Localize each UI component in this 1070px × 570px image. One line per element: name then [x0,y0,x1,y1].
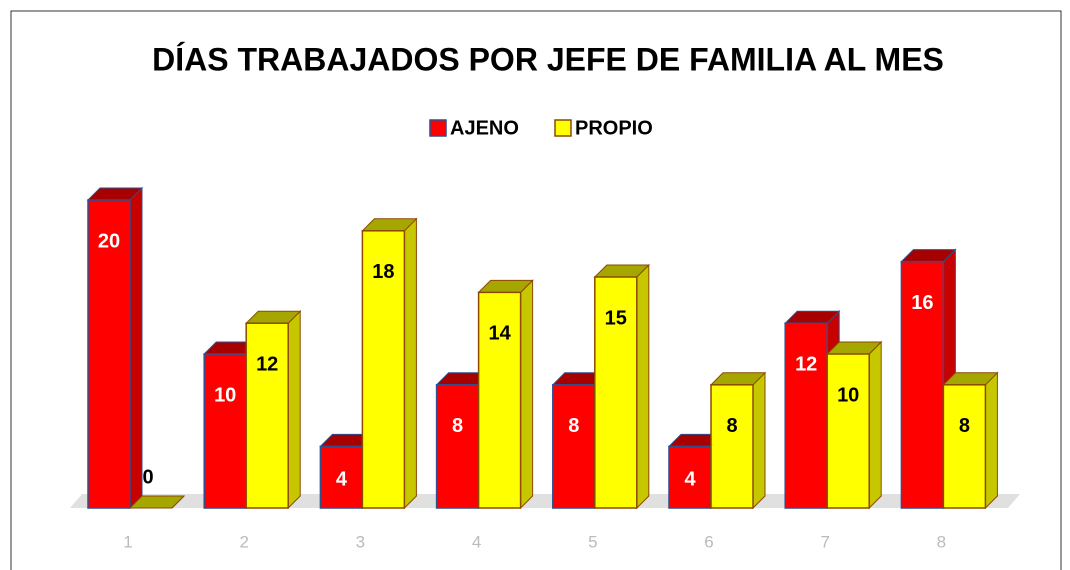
legend-swatch [554,119,572,137]
bar [826,353,870,509]
bar [245,322,289,509]
data-label: 10 [214,384,236,406]
chart-frame [10,10,1062,570]
x-tick-label: 7 [820,532,829,551]
bar-side [636,263,650,510]
bar [87,199,131,509]
data-label: 16 [911,292,933,314]
bar-side [868,340,882,510]
data-label: 8 [568,415,579,437]
bar [710,384,754,509]
bar-top [128,495,186,509]
bar [361,230,406,509]
data-label: 0 [142,466,153,488]
data-label: 12 [795,353,817,375]
data-label: 20 [98,230,120,252]
data-label: 8 [726,415,737,437]
x-tick-label: 6 [704,532,713,551]
bar-side [287,309,301,510]
data-label: 4 [336,468,348,490]
x-tick-label: 8 [937,532,946,551]
data-label: 8 [959,415,970,437]
data-label: 14 [488,323,511,345]
data-label: 4 [684,468,696,490]
bar-side [984,371,998,510]
bar-side [403,217,417,510]
bar [594,276,638,509]
legend-label: PROPIO [575,117,653,139]
data-label: 15 [605,307,627,329]
bar-side [520,279,534,510]
data-label: 18 [372,261,394,283]
bar [435,384,480,509]
data-label: 8 [452,415,463,437]
bar [203,353,247,509]
x-tick-label: 3 [356,532,365,551]
data-label: 10 [837,384,859,406]
bar [784,322,828,509]
bar-side [752,371,766,510]
bar-side [129,186,143,510]
bar [552,384,596,509]
x-tick-label: 5 [588,532,597,551]
floor [70,494,1020,508]
chart-title: DÍAS TRABAJADOS POR JEFE DE FAMILIA AL M… [152,41,944,77]
legend-label: AJENO [450,117,519,139]
x-tick-label: 2 [239,532,248,551]
x-tick-label: 4 [472,532,481,551]
x-tick-label: 1 [123,532,132,551]
bar [477,291,522,509]
data-label: 12 [256,353,278,375]
bar [942,384,987,509]
bar [319,445,364,509]
legend-swatch [429,119,447,137]
